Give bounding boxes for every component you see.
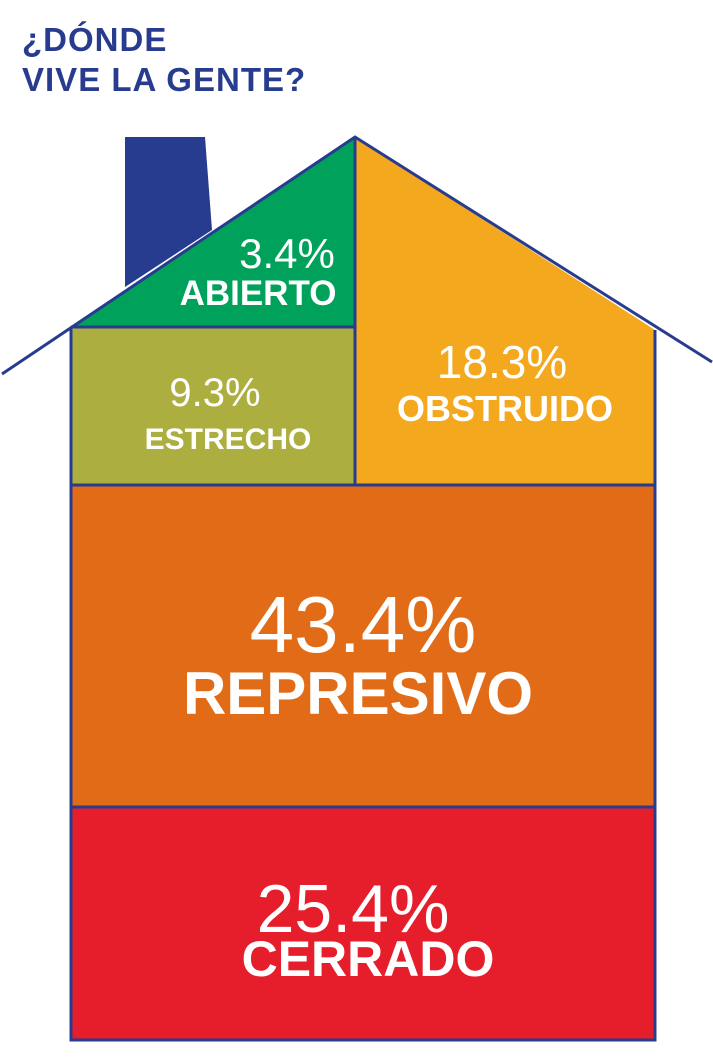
section-obstruido	[355, 137, 655, 485]
section-cerrado	[71, 807, 655, 1040]
section-represivo	[71, 485, 655, 807]
label-obstruido: OBSTRUIDO	[397, 388, 613, 429]
label-abierto: ABIERTO	[180, 274, 337, 313]
label-estrecho: ESTRECHO	[145, 423, 312, 456]
value-represivo: 43.4%	[250, 580, 477, 669]
section-estrecho	[71, 327, 355, 485]
value-cerrado: 25.4%	[257, 871, 450, 947]
value-estrecho: 9.3%	[169, 371, 260, 415]
title-line-1: ¿DÓNDE	[22, 21, 168, 58]
value-obstruido: 18.3%	[437, 336, 567, 388]
chimney	[125, 137, 212, 287]
chart-title: ¿DÓNDE VIVE LA GENTE?	[22, 20, 306, 100]
house-outline	[1, 135, 713, 1042]
label-represivo: REPRESIVO	[183, 660, 533, 727]
title-line-2: VIVE LA GENTE?	[22, 61, 307, 98]
value-abierto: 3.4%	[239, 230, 335, 277]
label-cerrado: CERRADO	[242, 931, 495, 987]
